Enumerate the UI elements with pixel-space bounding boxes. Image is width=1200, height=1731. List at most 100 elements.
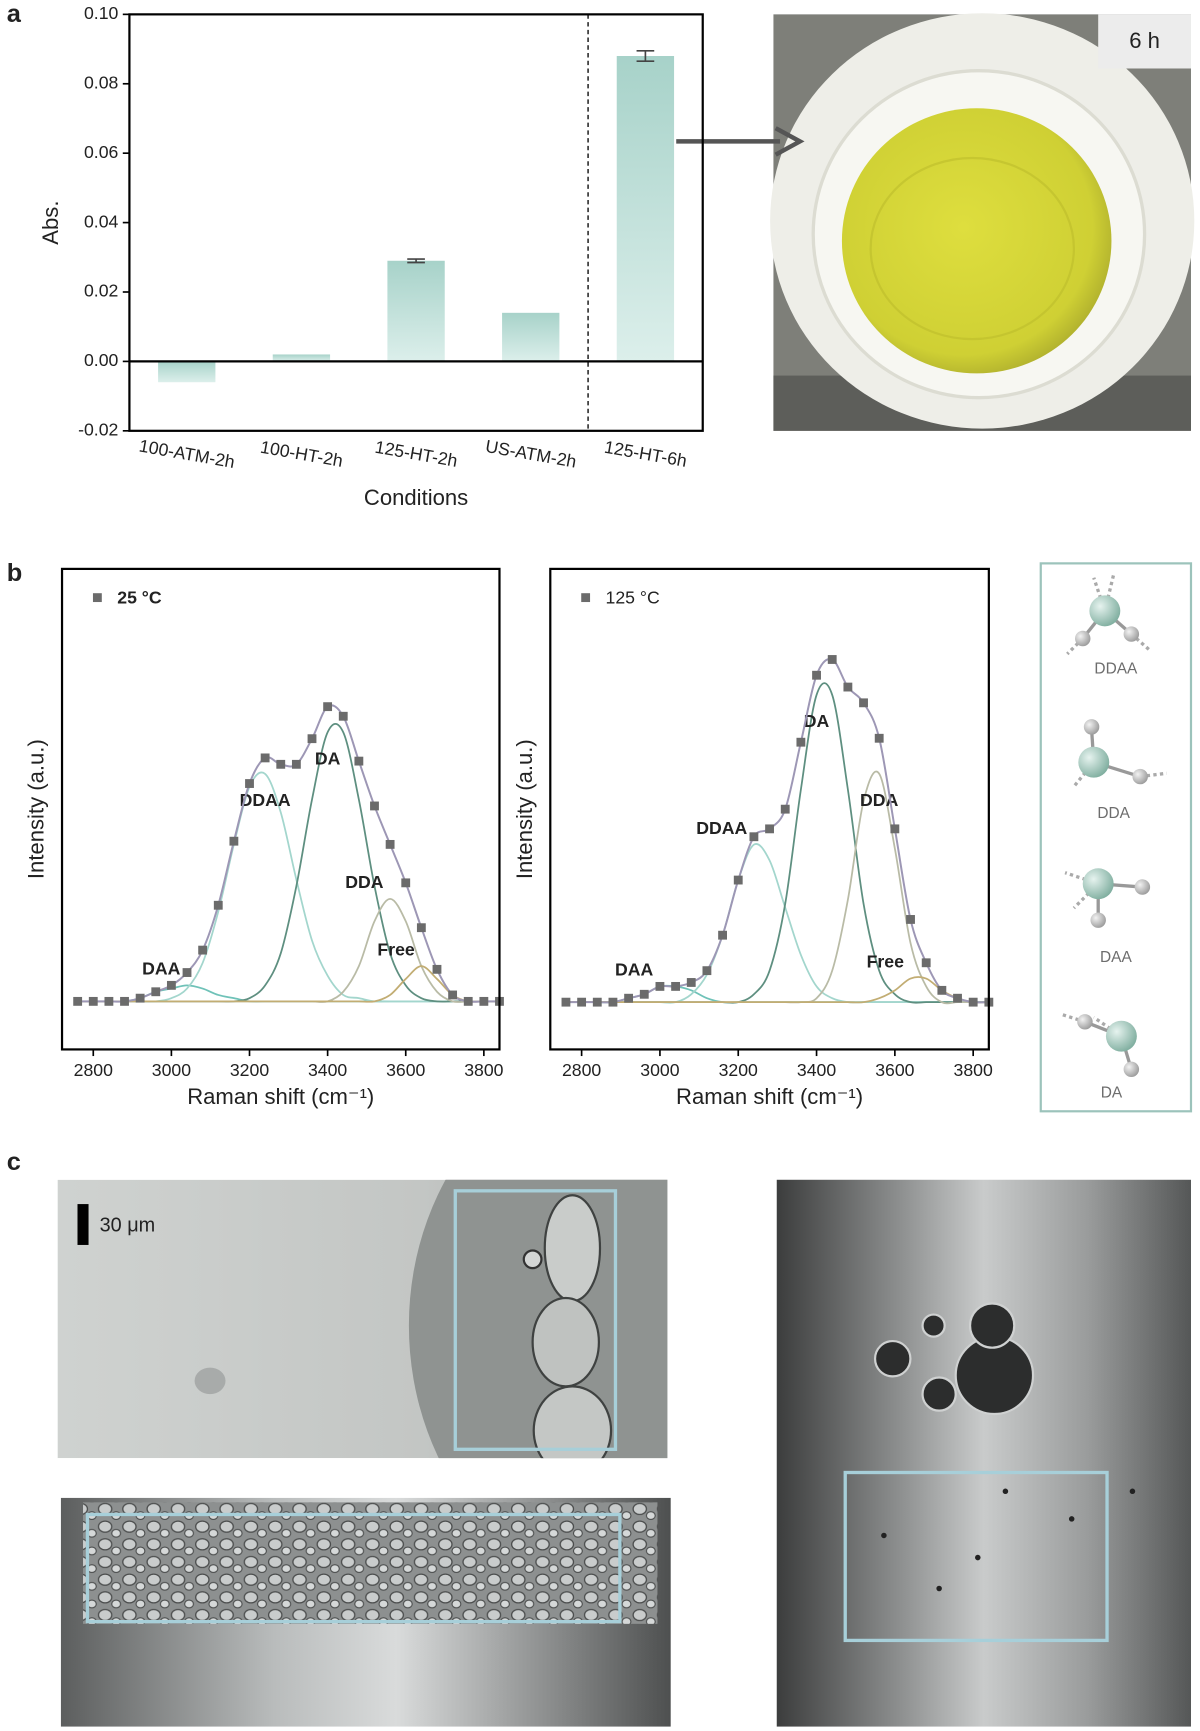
y-tick-label: 0.02 [84,281,118,301]
x-tick-label: 100-ATM-2h [138,436,237,473]
data-point [135,993,145,1003]
x-tick-label: 125-HT-2h [373,437,459,471]
data-point [104,996,114,1006]
data-point [765,824,774,834]
data-point [718,930,727,940]
legend-marker [581,593,591,603]
legend-marker [92,593,102,603]
data-point [780,804,790,814]
micrograph [776,1179,1191,1727]
bar [502,312,560,362]
x-axis-title: Conditions [364,485,468,510]
data-point [448,990,458,1000]
data-point [671,981,681,991]
x-tick-label: 3600 [386,1060,425,1080]
x-tick-label: 3000 [152,1060,191,1080]
data-point [812,670,821,680]
scale-bar-label: 30 μm [100,1214,156,1236]
data-point [733,875,743,885]
data-point [953,993,962,1003]
component-label: DDA [345,872,384,892]
data-point [624,993,634,1003]
component-label: Free [867,952,904,972]
data-point [354,756,364,766]
micrograph [60,1497,671,1727]
x-tick-label: 2800 [74,1060,113,1080]
x-tick-label: 100-HT-2h [259,437,345,471]
x-tick-label: 3600 [875,1060,914,1080]
data-point [151,987,161,997]
x-tick-label: 3000 [640,1060,679,1080]
structure-label: DDAA [1094,661,1138,678]
bar [158,361,216,383]
data-point [463,996,473,1006]
y-axis-title: Intensity (a.u.) [512,739,537,879]
data-point [639,989,649,999]
component-label: DA [804,711,830,731]
structure-label: DA [1101,1085,1123,1102]
bar [616,56,675,362]
data-point [323,702,333,712]
y-tick-label: 0.04 [84,211,119,231]
data-point [182,968,192,977]
data-point [291,759,301,769]
arrow [676,126,805,157]
x-tick-label: 3400 [308,1060,347,1080]
plot-frame [549,567,990,1051]
data-point [843,682,853,692]
spectrum-chart: 2800 3000 3200 3400 3600 3800 DAA DDAA DA DDA Free… [24,567,504,1109]
data-point [577,997,587,1007]
data-point [385,839,395,849]
component-label: DDA [860,790,899,810]
plot-frame [128,13,704,432]
data-point [432,964,442,974]
x-tick-label: 3200 [719,1060,758,1080]
data-point [338,711,348,721]
data-point [229,836,239,846]
data-point [88,996,98,1006]
component-label: DAA [615,960,654,980]
data-point [702,966,712,976]
error-bar [636,49,655,63]
fit-component [565,976,989,1004]
data-point [827,655,837,664]
photo-label: 6 h [1129,28,1160,53]
x-axis-title: Raman shift (cm⁻¹) [676,1084,863,1109]
panel-label: c [7,1148,21,1176]
data-point [874,733,884,743]
plot-frame [60,567,501,1051]
spectrum-chart: 2800 3000 3200 3400 3600 3800 DAA DDAA DA DDA Free… [512,567,994,1109]
data-point [890,824,900,834]
legend-label: 25 °C [117,587,162,607]
data-point [608,997,618,1007]
data-point [166,980,176,990]
data-point [213,900,223,910]
y-tick-label: 0.10 [84,3,119,23]
data-point [686,978,696,987]
data-point [479,996,489,1006]
data-point [859,698,868,708]
fit-sum [77,704,500,1003]
component-label: DA [315,749,341,769]
component-label: Free [377,939,414,959]
data-point [906,915,915,924]
x-tick-label: 125-HT-6h [603,437,689,471]
x-tick-label: 3200 [230,1060,269,1080]
bar [272,354,331,362]
bar [387,260,445,362]
structure-label: DDA [1097,805,1130,822]
y-axis-title: Abs. [38,200,63,244]
y-tick-label: 0.00 [84,350,119,370]
data-point [370,801,379,811]
structure-label: DAA [1100,949,1132,966]
sample-photo: 6 h [770,13,1195,431]
legend-label: 125 °C [606,587,660,607]
x-tick-label: 3800 [954,1060,993,1080]
y-tick-label: 0.08 [84,72,119,92]
data-point [655,981,665,991]
data-point [307,734,317,744]
data-point [921,958,931,968]
micrograph: 30 μm [57,1179,668,1459]
